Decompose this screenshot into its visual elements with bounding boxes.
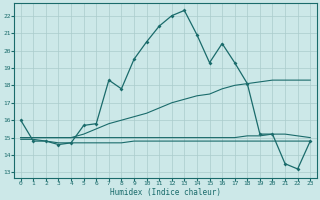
X-axis label: Humidex (Indice chaleur): Humidex (Indice chaleur) xyxy=(110,188,221,197)
